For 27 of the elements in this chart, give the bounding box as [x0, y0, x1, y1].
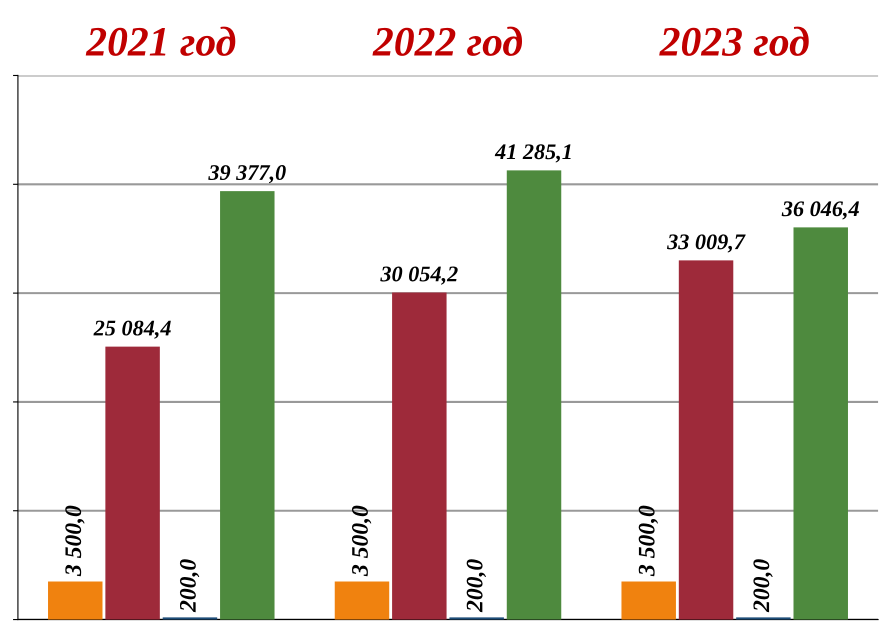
- data-label: 25 084,4: [93, 320, 171, 339]
- bar: [449, 617, 504, 620]
- bar: [162, 617, 218, 620]
- data-label: 33 009,7: [666, 234, 746, 253]
- data-label: 41 285,1: [494, 144, 571, 162]
- x-tick-label: 2023 год: [659, 26, 809, 56]
- data-label: 200,0: [180, 559, 200, 612]
- data-label: 3 500,0: [638, 506, 658, 576]
- bar: [105, 346, 160, 620]
- bar: [736, 617, 791, 620]
- bar: [678, 260, 734, 620]
- data-label: 39 377,0: [208, 165, 286, 184]
- bar: [392, 292, 447, 620]
- data-label: 3 500,0: [352, 506, 372, 576]
- bar: [621, 581, 676, 620]
- data-label: 200,0: [753, 559, 773, 612]
- x-tick-label: 2021 год: [86, 26, 236, 56]
- data-label: 30 054,2: [380, 266, 458, 285]
- data-label: 3 500,0: [65, 506, 85, 576]
- x-tick-label: 2022 год: [372, 26, 522, 56]
- bar: [220, 191, 275, 620]
- bar: [506, 170, 562, 620]
- bar: [794, 227, 848, 620]
- bar: [334, 581, 390, 620]
- data-label: 36 046,4: [782, 201, 859, 220]
- bar: [48, 581, 102, 620]
- data-label: 200,0: [466, 559, 486, 612]
